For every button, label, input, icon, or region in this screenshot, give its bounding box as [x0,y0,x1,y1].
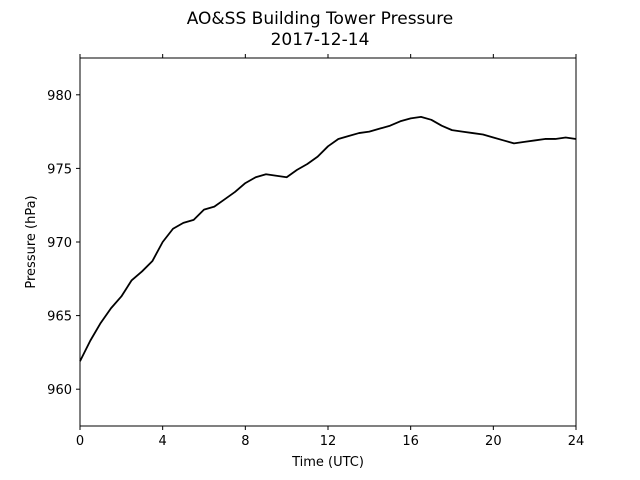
chart-title: AO&SS Building Tower Pressure [187,9,454,29]
y-tick-label: 975 [47,162,72,177]
y-tick-label: 965 [47,310,72,325]
y-tick-label: 970 [47,236,72,251]
pressure-series-line [79,115,577,362]
y-axis-label: Pressure (hPa) [24,195,39,288]
x-tick-label: 20 [485,434,502,449]
chart-subtitle: 2017-12-14 [271,30,370,50]
plot-frame [79,57,577,427]
x-tick-label: 8 [241,434,249,449]
y-tick-label: 980 [47,89,72,104]
x-axis-label: Time (UTC) [291,455,364,470]
x-axis: 0 4 8 12 16 20 24 [76,54,584,449]
x-tick-label: 4 [159,434,167,449]
x-tick-label: 16 [402,434,419,449]
y-tick-label: 960 [47,383,72,398]
x-tick-label: 12 [320,434,337,449]
x-tick-label: 24 [568,434,585,449]
y-axis: 960 965 970 975 980 [47,89,80,398]
x-tick-label: 0 [76,434,84,449]
